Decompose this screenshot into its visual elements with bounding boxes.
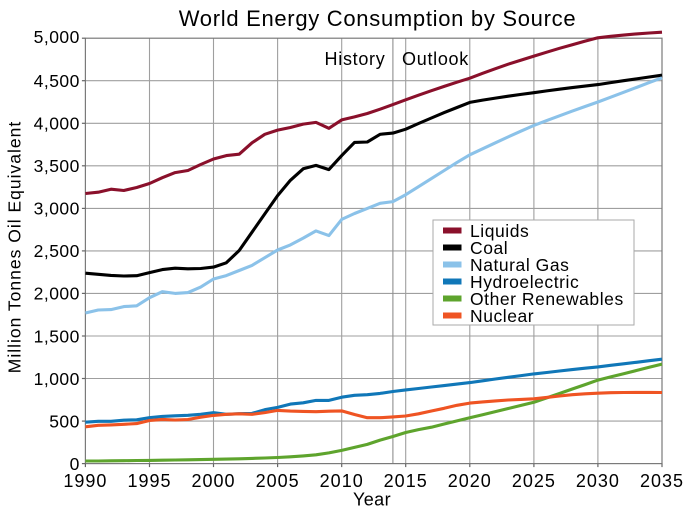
svg-text:Liquids: Liquids	[470, 221, 529, 241]
svg-text:2,500: 2,500	[34, 241, 80, 261]
svg-text:World Energy Consumption by So: World Energy Consumption by Source	[179, 6, 577, 31]
svg-text:2,000: 2,000	[34, 284, 80, 304]
svg-text:2030: 2030	[576, 471, 620, 491]
svg-text:0: 0	[70, 454, 80, 474]
svg-text:5,000: 5,000	[34, 27, 80, 47]
svg-text:Outlook: Outlook	[402, 49, 469, 69]
svg-text:1995: 1995	[127, 471, 171, 491]
svg-text:2010: 2010	[320, 471, 364, 491]
svg-text:2015: 2015	[384, 471, 428, 491]
svg-text:2020: 2020	[448, 471, 492, 491]
svg-text:2000: 2000	[191, 471, 235, 491]
svg-text:3,000: 3,000	[34, 199, 80, 219]
svg-text:Year: Year	[353, 490, 391, 510]
svg-text:2005: 2005	[256, 471, 300, 491]
svg-text:Hydroelectric: Hydroelectric	[470, 272, 579, 292]
svg-text:3,500: 3,500	[34, 156, 80, 176]
svg-text:1990: 1990	[63, 471, 107, 491]
svg-text:Coal: Coal	[470, 238, 508, 258]
svg-text:History: History	[325, 49, 386, 69]
svg-text:1,500: 1,500	[34, 326, 80, 346]
svg-text:Natural Gas: Natural Gas	[470, 255, 569, 275]
svg-text:4,000: 4,000	[34, 114, 80, 134]
svg-text:2035: 2035	[640, 471, 683, 491]
svg-text:Other Renewables: Other Renewables	[470, 289, 624, 309]
svg-text:2025: 2025	[512, 471, 556, 491]
svg-text:4,500: 4,500	[34, 71, 80, 91]
svg-text:500: 500	[49, 411, 80, 431]
svg-text:1,000: 1,000	[34, 369, 80, 389]
svg-text:Million Tonnes Oil Equivalent: Million Tonnes Oil Equivalent	[5, 121, 25, 373]
svg-text:Nuclear: Nuclear	[470, 306, 534, 326]
